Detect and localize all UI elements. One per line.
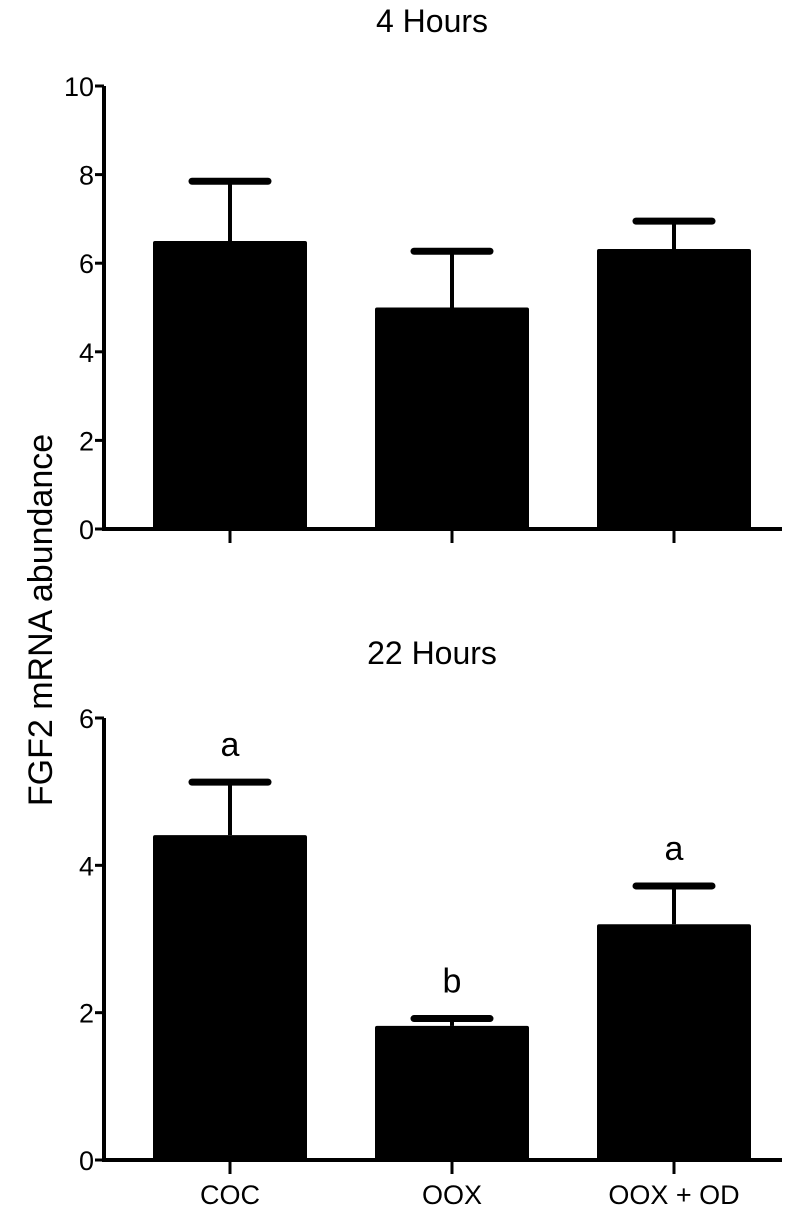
y-tick-label: 6 (79, 249, 94, 279)
chart-title: 22 Hours (367, 635, 497, 671)
x-tick-label: OOX (422, 1180, 482, 1206)
bar-coc (153, 241, 307, 530)
panel-2: 22 Hours 0 2 4 6 a COC b OOX a OOX + OD (79, 635, 782, 1206)
chart-title: 4 Hours (376, 3, 488, 39)
bar-oox-od (597, 249, 751, 530)
y-tick-label: 0 (79, 515, 94, 545)
significance-letter: b (443, 963, 462, 1001)
significance-letter: a (221, 726, 240, 764)
y-tick-label: 10 (64, 72, 94, 102)
y-tick-label: 2 (79, 999, 94, 1029)
y-tick-label: 4 (79, 851, 94, 881)
bar-oox (375, 307, 529, 529)
bar-coc (153, 835, 307, 1160)
y-tick-label: 0 (79, 1146, 94, 1176)
panel-1: 4 Hours 0 2 4 6 8 10 (64, 3, 782, 545)
y-tick-label: 8 (79, 161, 94, 191)
y-tick-label: 2 (79, 426, 94, 456)
significance-letter: a (665, 830, 684, 868)
y-tick-label: 4 (79, 338, 94, 368)
y-axis-label: FGF2 mRNA abundance (22, 434, 60, 806)
y-tick-label: 6 (79, 704, 94, 734)
bar-oox-od (597, 924, 751, 1160)
x-tick-label: COC (200, 1180, 260, 1206)
bar-oox (375, 1025, 529, 1160)
x-tick-label: OOX + OD (608, 1180, 739, 1206)
